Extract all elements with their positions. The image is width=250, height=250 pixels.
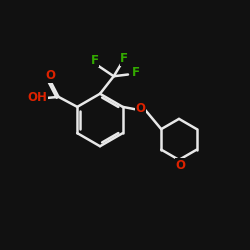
Text: O: O	[45, 69, 55, 82]
Text: OH: OH	[28, 91, 48, 104]
Text: O: O	[135, 102, 145, 115]
Text: F: F	[91, 54, 99, 67]
Text: F: F	[120, 52, 128, 66]
Text: F: F	[132, 66, 140, 80]
Text: O: O	[175, 159, 185, 172]
